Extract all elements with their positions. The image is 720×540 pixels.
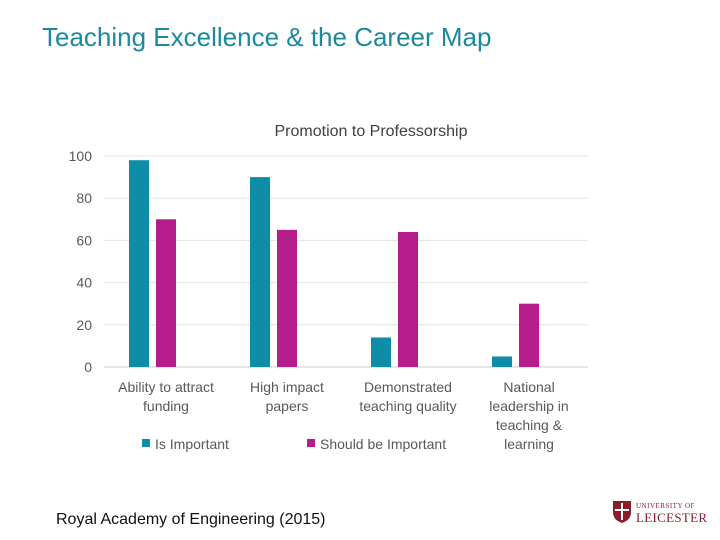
- bar-is-important: [129, 160, 149, 367]
- logo-line2: LEICESTER: [636, 510, 708, 525]
- x-tick-label: teaching quality: [359, 398, 456, 414]
- chart-title: Promotion to Professorship: [275, 123, 468, 140]
- y-tick-label: 40: [76, 275, 92, 291]
- y-tick-label: 0: [84, 359, 92, 375]
- x-tick-label: teaching &: [496, 417, 563, 433]
- x-tick-label: Demonstrated: [364, 379, 452, 395]
- x-tick-label: High impact: [250, 379, 324, 395]
- legend-label: Is Important: [155, 436, 229, 452]
- x-tick-label: learning: [504, 436, 554, 452]
- source-citation: Royal Academy of Engineering (2015): [56, 511, 326, 528]
- slide-title: Teaching Excellence & the Career Map: [42, 22, 492, 52]
- bar-should-be-important: [398, 231, 418, 367]
- y-tick-label: 20: [76, 317, 92, 333]
- bar-is-important: [250, 177, 270, 367]
- bar-is-important: [492, 356, 512, 367]
- x-tick-label: National: [503, 379, 554, 395]
- bar-should-be-important: [156, 219, 176, 367]
- x-tick-label: papers: [266, 398, 309, 414]
- legend-swatch: [307, 439, 315, 447]
- x-tick-label: funding: [143, 398, 189, 414]
- legend-swatch: [142, 439, 150, 447]
- y-tick-label: 60: [76, 232, 92, 248]
- x-tick-label: Ability to attract: [118, 379, 214, 395]
- legend-label: Should be Important: [320, 436, 446, 452]
- shield-icon: [613, 501, 631, 523]
- x-tick-label: leadership in: [489, 398, 568, 414]
- university-logo: UNIVERSITY OF LEICESTER: [612, 496, 712, 532]
- bar-should-be-important: [277, 229, 297, 367]
- bar-is-important: [371, 337, 391, 367]
- logo-line1: UNIVERSITY OF: [636, 502, 695, 510]
- y-tick-label: 80: [76, 190, 92, 206]
- y-tick-label: 100: [69, 148, 93, 164]
- bar-should-be-important: [519, 303, 539, 367]
